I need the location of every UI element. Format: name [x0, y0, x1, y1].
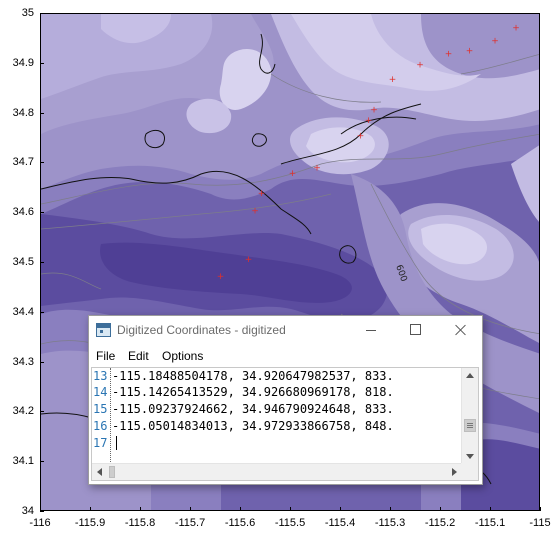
app-window-icon — [96, 323, 111, 337]
digitized-point-marker: + — [491, 36, 499, 46]
y-tick-label: 34.7 — [12, 156, 34, 169]
digitized-point-marker: + — [445, 49, 453, 59]
digitized-coordinates-window[interactable]: Digitized Coordinates - digitized File E… — [88, 315, 483, 485]
x-tick-mark — [390, 507, 391, 511]
scrollbar-corner — [461, 463, 478, 480]
x-tick-mark — [90, 507, 91, 511]
y-tick-mark — [40, 411, 44, 413]
digitized-point-marker: + — [416, 60, 424, 70]
x-tick-mark — [140, 507, 141, 511]
digitized-point-marker: + — [289, 169, 297, 179]
minimize-button[interactable] — [348, 316, 393, 345]
x-tick-label: -115.6 — [224, 517, 256, 529]
coordinates-text-editor[interactable]: 13 -115.18488504178, 34.920647982537, 83… — [91, 367, 479, 481]
text-line: 16 -115.05014834013, 34.972933866758, 84… — [92, 419, 462, 434]
digitized-point-marker: + — [370, 106, 378, 116]
x-tick-label: -115.4 — [324, 517, 356, 529]
y-tick-mark — [40, 511, 44, 512]
line-number: 17 — [93, 436, 108, 450]
y-tick-label: 35 — [21, 7, 34, 19]
menu-bar: File Edit Options — [89, 345, 482, 366]
y-tick-mark — [40, 262, 44, 263]
x-tick-label: -115.5 — [274, 517, 306, 529]
text-line: 14 -115.14265413529, 34.926680969178, 81… — [92, 385, 462, 400]
line-number: 16 — [93, 419, 108, 433]
y-tick-label: 34.8 — [12, 106, 34, 119]
line-text: -115.18488504178, 34.920647982537, 833. — [112, 369, 394, 383]
line-number: 15 — [93, 402, 108, 416]
y-tick-mark — [40, 461, 44, 463]
line-text: -115.14265413529, 34.926680969178, 818. — [112, 385, 394, 399]
maximize-button[interactable] — [393, 316, 438, 345]
y-tick-mark — [40, 13, 44, 14]
vertical-scrollbar[interactable] — [461, 368, 478, 464]
y-tick-mark — [40, 361, 44, 363]
y-tick-label: 34.9 — [12, 56, 34, 69]
window-title: Digitized Coordinates - digitized — [117, 323, 286, 337]
scroll-right-arrow-icon[interactable] — [446, 464, 462, 480]
horizontal-scroll-thumb[interactable] — [109, 466, 115, 478]
x-tick-mark — [440, 507, 441, 511]
x-tick-label: -115 — [529, 517, 551, 529]
y-tick-label: 34.1 — [12, 455, 34, 468]
digitized-point-marker: + — [357, 132, 365, 142]
x-tick-label: -115.2 — [424, 517, 456, 529]
x-tick-label: -115.1 — [474, 517, 506, 529]
y-tick-mark — [40, 311, 44, 313]
y-tick-label: 34.4 — [12, 305, 34, 318]
scroll-down-arrow-icon[interactable] — [462, 448, 478, 464]
line-number: 14 — [93, 385, 108, 399]
y-tick-mark — [40, 62, 44, 64]
text-caret — [116, 436, 117, 450]
y-tick-mark — [40, 162, 44, 164]
line-text: -115.05014834013, 34.972933866758, 848. — [112, 419, 394, 433]
window-title-bar[interactable]: Digitized Coordinates - digitized — [89, 316, 482, 345]
menu-options[interactable]: Options — [162, 349, 204, 363]
x-tick-mark — [290, 507, 291, 511]
digitized-point-marker: + — [512, 23, 520, 33]
x-tick-mark — [40, 507, 41, 511]
x-tick-label: -115.9 — [74, 517, 106, 529]
x-tick-label: -115.3 — [374, 517, 406, 529]
menu-edit[interactable]: Edit — [128, 349, 149, 363]
text-line: 13 -115.18488504178, 34.920647982537, 83… — [92, 369, 462, 384]
y-tick-label: 34.6 — [12, 206, 34, 219]
x-tick-label: -116 — [29, 517, 51, 529]
digitized-point-marker: + — [313, 163, 321, 173]
digitized-point-marker: + — [258, 189, 266, 199]
x-tick-mark — [340, 507, 341, 511]
horizontal-scrollbar[interactable] — [92, 463, 462, 480]
y-tick-label: 34 — [21, 505, 34, 517]
x-tick-mark — [540, 507, 541, 511]
scroll-up-arrow-icon[interactable] — [462, 368, 478, 384]
x-tick-label: -115.8 — [124, 517, 156, 529]
text-line: 17 — [92, 436, 462, 451]
text-line: 15 -115.09237924662, 34.946790924648, 83… — [92, 402, 462, 417]
digitized-point-marker: + — [466, 46, 474, 56]
y-tick-mark — [40, 112, 44, 114]
y-tick-label: 34.2 — [12, 405, 34, 418]
line-text: -115.09237924662, 34.946790924648, 833. — [112, 402, 394, 416]
x-tick-mark — [190, 507, 191, 511]
scroll-left-arrow-icon[interactable] — [92, 464, 108, 480]
line-number: 13 — [93, 369, 108, 383]
digitized-point-marker: + — [251, 207, 259, 217]
line-number-gutter — [92, 368, 111, 464]
y-tick-label: 34.3 — [12, 355, 34, 368]
x-tick-mark — [240, 507, 241, 511]
close-button[interactable] — [438, 316, 483, 345]
digitized-point-marker: + — [389, 75, 397, 85]
vertical-scroll-thumb[interactable] — [464, 419, 476, 432]
y-tick-label: 34.5 — [12, 256, 34, 268]
x-tick-label: -115.7 — [174, 517, 206, 529]
digitized-point-marker: + — [217, 272, 225, 282]
digitized-point-marker: + — [365, 116, 373, 126]
y-tick-mark — [40, 212, 44, 214]
digitized-point-markers: ++++++++++++ +++ — [217, 23, 520, 282]
digitized-point-marker: + — [245, 255, 253, 265]
menu-file[interactable]: File — [96, 349, 116, 363]
x-tick-mark — [490, 507, 491, 511]
